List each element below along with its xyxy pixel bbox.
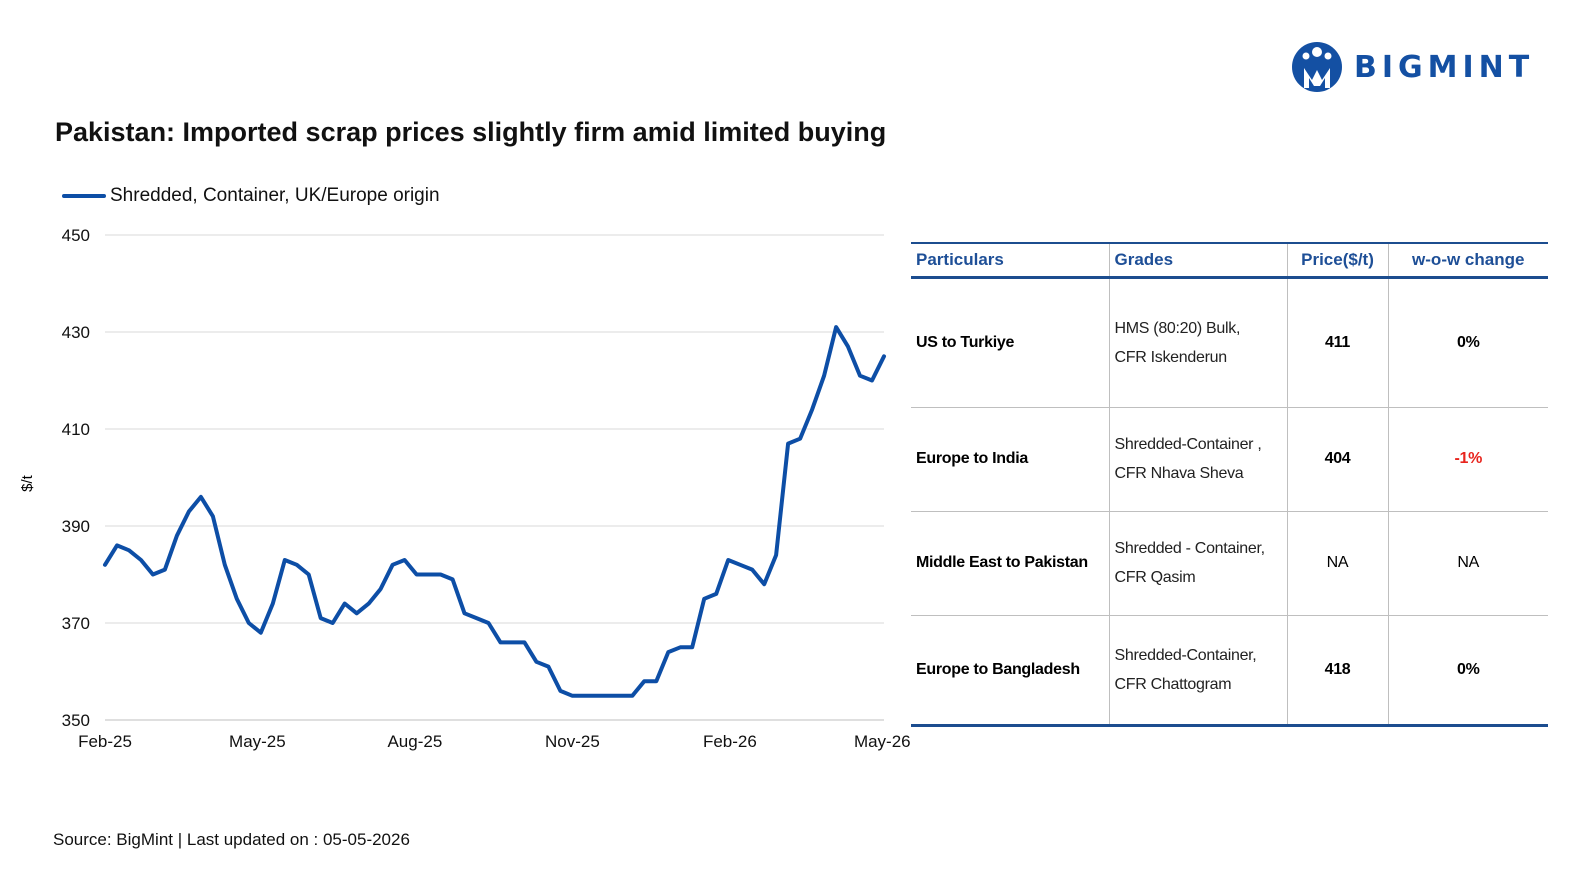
price-table: Particulars Grades Price($/t) w-o-w chan… — [911, 242, 1548, 727]
brand-logo: BIGMINT — [1290, 36, 1560, 98]
chart-series — [103, 325, 886, 698]
x-tick-label: Nov-25 — [545, 732, 600, 751]
table-row: Middle East to Pakistan Shredded - Conta… — [911, 511, 1548, 616]
grade-line-2: CFR Iskenderun — [1114, 348, 1228, 366]
x-tick-label: May-25 — [229, 732, 286, 751]
grade-line-1: HMS (80:20) Bulk, — [1114, 319, 1241, 337]
y-axis-ticks: 450 430 410 390 370 350 — [62, 226, 90, 730]
table-row: Europe to Bangladesh Shredded-Container,… — [911, 615, 1548, 727]
cell-price: NA — [1286, 511, 1388, 616]
table-row: Europe to India Shredded-Container , CFR … — [911, 407, 1548, 512]
x-tick-label: May-26 — [854, 732, 911, 751]
y-tick-label: 430 — [62, 323, 90, 342]
x-tick-label: Feb-25 — [78, 732, 132, 751]
chart-title: Pakistan: Imported scrap prices slightly… — [55, 117, 887, 147]
header-particulars: Particulars — [911, 242, 1109, 279]
cell-price: 411 — [1286, 277, 1388, 408]
header-price: Price($/t) — [1286, 242, 1388, 279]
source-note: Source: BigMint | Last updated on : 05-0… — [53, 830, 410, 849]
grade-line-2: CFR Nhava Sheva — [1114, 465, 1244, 482]
table-row: US to Turkiye HMS (80:20) Bulk, CFR Isken… — [911, 277, 1548, 408]
x-axis-ticks: Feb-25 May-25 Aug-25 Nov-25 Feb-26 May-26 — [78, 732, 911, 751]
cell-grade: Shredded-Container, CFR Chattogram — [1108, 615, 1287, 727]
y-tick-label: 450 — [62, 226, 90, 245]
brand-name: BIGMINT — [1354, 49, 1535, 85]
bigmint-logo-icon — [1292, 42, 1342, 92]
cell-change: 0% — [1387, 277, 1548, 408]
table-header-row: Particulars Grades Price($/t) w-o-w chan… — [911, 242, 1548, 279]
header-grades: Grades — [1108, 242, 1287, 279]
cell-particulars: Middle East to Pakistan — [911, 511, 1109, 616]
cell-grade: Shredded - Container, CFR Qasim — [1108, 511, 1287, 616]
grade-line-1: Shredded-Container , — [1114, 436, 1262, 453]
cell-particulars: Europe to India — [911, 407, 1109, 512]
grade-line-1: Shredded - Container, — [1114, 540, 1266, 557]
cell-price: 418 — [1286, 615, 1388, 727]
legend-line-swatch — [62, 194, 106, 198]
cell-particulars: Europe to Bangladesh — [911, 615, 1109, 727]
legend-label: Shredded, Container, UK/Europe origin — [110, 185, 440, 206]
x-tick-label: Aug-25 — [387, 732, 442, 751]
cell-particulars: US to Turkiye — [911, 277, 1109, 408]
cell-change: -1% — [1387, 407, 1548, 512]
cell-change: 0% — [1387, 615, 1548, 727]
chart-legend: Shredded, Container, UK/Europe origin — [62, 185, 440, 207]
x-tick-label: Feb-26 — [703, 732, 757, 751]
y-tick-label: 350 — [62, 711, 90, 730]
chart-gridlines — [105, 234, 884, 721]
y-tick-label: 390 — [62, 517, 90, 536]
y-tick-label: 370 — [62, 614, 90, 633]
cell-grade: Shredded-Container , CFR Nhava Sheva — [1108, 407, 1287, 512]
series-line-shredded-container — [103, 325, 886, 698]
cell-grade: HMS (80:20) Bulk, CFR Iskenderun — [1108, 277, 1287, 408]
grade-line-1: Shredded-Container, — [1114, 646, 1257, 664]
cell-change: NA — [1387, 511, 1548, 616]
y-tick-label: 410 — [62, 420, 90, 439]
grade-line-2: CFR Qasim — [1114, 569, 1196, 586]
cell-price: 404 — [1286, 407, 1388, 512]
grade-line-2: CFR Chattogram — [1114, 675, 1232, 693]
header-change: w-o-w change — [1387, 242, 1548, 279]
